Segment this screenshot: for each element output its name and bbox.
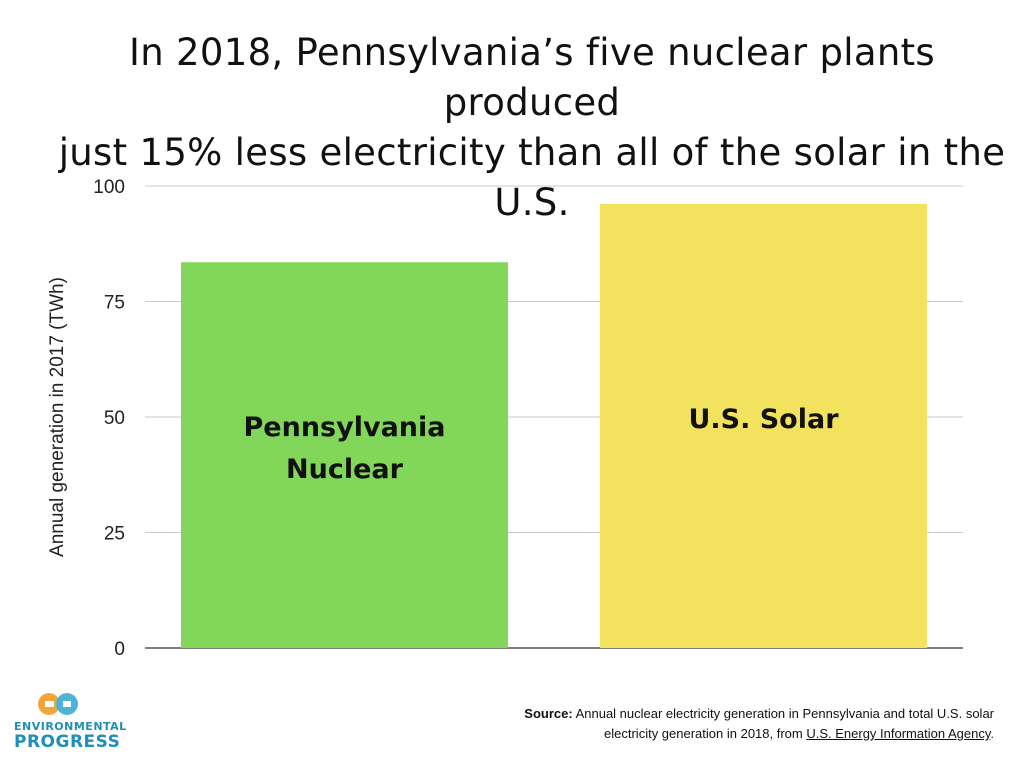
bar-label: Pennsylvania	[244, 412, 446, 443]
source-text-2-suffix: .	[990, 726, 994, 741]
y-tick-label: 50	[104, 408, 125, 429]
ep-logo-icon	[38, 693, 78, 715]
chart-title: In 2018, Pennsylvania’s five nuclear pla…	[40, 28, 1024, 228]
bar-label: U.S. Solar	[688, 404, 839, 435]
source-line-1: Source: Annual nuclear electricity gener…	[434, 704, 994, 724]
y-tick-label: 0	[114, 639, 125, 660]
source-note: Source: Annual nuclear electricity gener…	[434, 704, 994, 744]
source-text-1: Annual nuclear electricity generation in…	[575, 706, 994, 721]
chart-title-line-1: In 2018, Pennsylvania’s five nuclear pla…	[129, 31, 935, 124]
source-line-2: electricity generation in 2018, from U.S…	[434, 724, 994, 744]
bar-pennsylvania-nuclear	[181, 262, 508, 648]
source-link-eia[interactable]: U.S. Energy Information Agency	[806, 726, 991, 741]
source-text-2: electricity generation in 2018, from	[604, 726, 807, 741]
bar-label: Nuclear	[286, 454, 404, 485]
bar-u-s-solar	[600, 204, 927, 648]
source-label: Source:	[524, 706, 573, 721]
logo-word-progress: PROGRESS	[14, 732, 121, 752]
environmental-progress-logo: ENVIRONMENTAL PROGRESS	[14, 692, 127, 752]
y-tick-label: 25	[104, 524, 125, 545]
logo-word-environmental: ENVIRONMENTAL	[14, 720, 127, 733]
y-axis-label: Annual generation in 2017 (TWh)	[47, 277, 68, 557]
y-tick-label: 100	[93, 177, 125, 198]
chart-title-line-2: just 15% less electricity than all of th…	[58, 131, 1006, 224]
y-tick-label: 75	[104, 293, 125, 314]
